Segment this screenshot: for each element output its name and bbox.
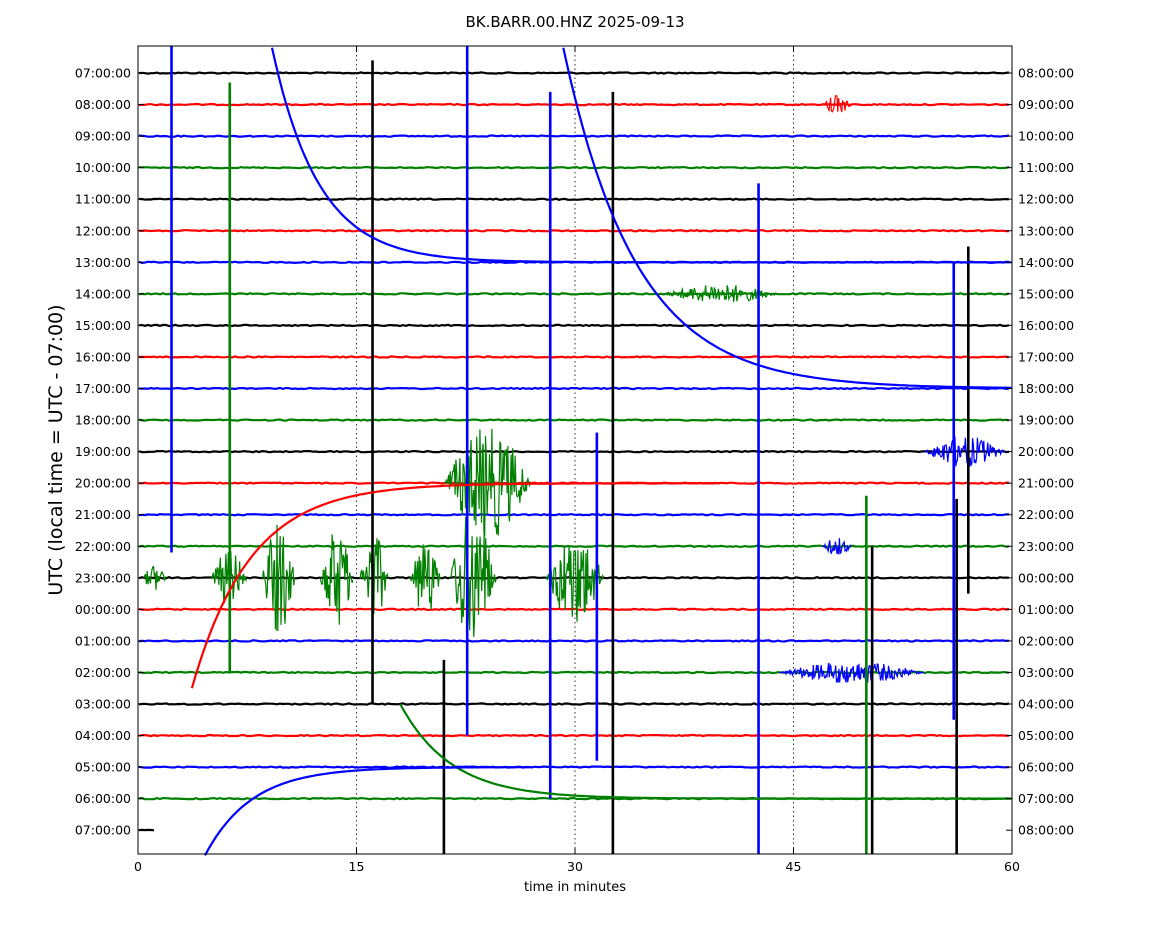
drift-curve-1	[270, 47, 1012, 264]
trace-row-9	[138, 355, 1010, 359]
right-label-2: 10:00:00	[1018, 129, 1074, 144]
drift-curve-5	[190, 482, 720, 689]
x-axis-label: time in minutes	[524, 880, 626, 895]
trace-row-8	[138, 323, 1010, 328]
right-label-9: 17:00:00	[1018, 349, 1074, 364]
right-label-8: 16:00:00	[1018, 318, 1074, 333]
left-label-4: 11:00:00	[75, 192, 131, 207]
left-label-12: 19:00:00	[75, 444, 131, 459]
trace-lines	[138, 71, 1010, 832]
left-label-22: 05:00:00	[75, 760, 131, 775]
left-label-21: 04:00:00	[75, 728, 131, 743]
left-label-5: 12:00:00	[75, 223, 131, 238]
right-label-7: 15:00:00	[1018, 286, 1074, 301]
drift-curve-4	[204, 766, 530, 856]
left-label-17: 00:00:00	[75, 602, 131, 617]
trace-row-7	[138, 292, 1010, 296]
left-label-15: 22:00:00	[75, 539, 131, 554]
left-label-3: 10:00:00	[75, 160, 131, 175]
left-label-11: 18:00:00	[75, 413, 131, 428]
right-label-16: 00:00:00	[1018, 570, 1074, 585]
left-label-2: 09:00:00	[75, 129, 131, 144]
left-label-13: 20:00:00	[75, 476, 131, 491]
left-label-19: 02:00:00	[75, 665, 131, 680]
trace-row-4	[138, 197, 1010, 201]
right-label-14: 22:00:00	[1018, 507, 1074, 522]
burst-6	[545, 545, 605, 622]
right-label-20: 04:00:00	[1018, 697, 1074, 712]
trace-row-18	[138, 639, 1010, 643]
trace-row-21	[138, 733, 1010, 738]
trace-row-5	[138, 229, 1009, 233]
left-label-24: 07:00:00	[75, 823, 131, 838]
burst-4	[409, 544, 442, 610]
burst-7	[662, 285, 779, 303]
trace-row-22	[138, 765, 1010, 769]
x-tick-label-4: 60	[1004, 859, 1020, 874]
left-label-20: 03:00:00	[75, 697, 131, 712]
chart-title: BK.BARR.00.HNZ 2025-09-13	[465, 13, 684, 31]
drift-curve-2	[562, 47, 1012, 389]
right-label-10: 18:00:00	[1018, 381, 1074, 396]
x-tick-label-1: 15	[349, 859, 365, 874]
right-label-21: 05:00:00	[1018, 728, 1074, 743]
burst-5	[449, 514, 497, 637]
right-label-5: 13:00:00	[1018, 223, 1074, 238]
burst-10	[822, 538, 852, 555]
right-label-23: 07:00:00	[1018, 791, 1074, 806]
right-label-24: 08:00:00	[1018, 823, 1074, 838]
trace-row-2	[138, 134, 1010, 138]
x-tick-label-2: 30	[567, 859, 583, 874]
drift-curve-3	[399, 703, 1012, 800]
left-time-labels: 07:00:00 08:00:00 09:00:00 10:00:00 11:00:00…	[75, 66, 131, 838]
y-axis-label: UTC (local time = UTC - 07:00)	[45, 304, 67, 595]
left-label-1: 08:00:00	[75, 97, 131, 112]
left-label-14: 21:00:00	[75, 507, 131, 522]
left-label-6: 13:00:00	[75, 255, 131, 270]
burst-2	[319, 534, 354, 625]
left-label-7: 14:00:00	[75, 286, 131, 301]
right-label-6: 14:00:00	[1018, 255, 1074, 270]
right-label-0: 08:00:00	[1018, 66, 1074, 81]
burst-13	[142, 565, 167, 590]
trace-row-1	[138, 102, 1010, 107]
x-tick-label-0: 0	[134, 859, 142, 874]
right-label-17: 01:00:00	[1018, 602, 1074, 617]
right-label-18: 02:00:00	[1018, 633, 1074, 648]
trace-row-3	[138, 165, 1010, 170]
right-label-3: 11:00:00	[1018, 160, 1074, 175]
trace-row-20	[138, 702, 1010, 706]
right-label-11: 19:00:00	[1018, 413, 1074, 428]
right-time-labels: 08:00:00 09:00:00 10:00:00 11:00:00 12:00:00…	[1018, 66, 1074, 838]
left-label-18: 01:00:00	[75, 633, 131, 648]
right-label-19: 03:00:00	[1018, 665, 1074, 680]
right-label-12: 20:00:00	[1018, 444, 1074, 459]
left-label-23: 06:00:00	[75, 791, 131, 806]
x-tick-labels: 0 15 30 45 60	[134, 859, 1020, 874]
left-label-10: 17:00:00	[75, 381, 131, 396]
trace-row-14	[138, 512, 1010, 517]
left-label-16: 23:00:00	[75, 570, 131, 585]
burst-9	[778, 662, 925, 683]
trace-row-11	[138, 418, 1010, 422]
trace-row-10	[138, 386, 1010, 391]
right-label-4: 12:00:00	[1018, 192, 1074, 207]
right-label-22: 06:00:00	[1018, 760, 1074, 775]
x-tick-label-3: 45	[786, 859, 802, 874]
trace-row-0	[138, 71, 1010, 75]
event-marks	[142, 46, 1012, 856]
left-label-8: 15:00:00	[75, 318, 131, 333]
right-label-15: 23:00:00	[1018, 539, 1074, 554]
burst-11	[924, 436, 1005, 468]
right-label-13: 21:00:00	[1018, 476, 1074, 491]
burst-8	[822, 95, 852, 113]
right-label-1: 09:00:00	[1018, 97, 1074, 112]
left-label-0: 07:00:00	[75, 66, 131, 81]
burst-1	[261, 524, 296, 632]
axis-ticks	[137, 46, 1013, 854]
trace-row-12	[138, 449, 1010, 454]
trace-row-17	[138, 607, 1010, 612]
left-label-9: 16:00:00	[75, 349, 131, 364]
